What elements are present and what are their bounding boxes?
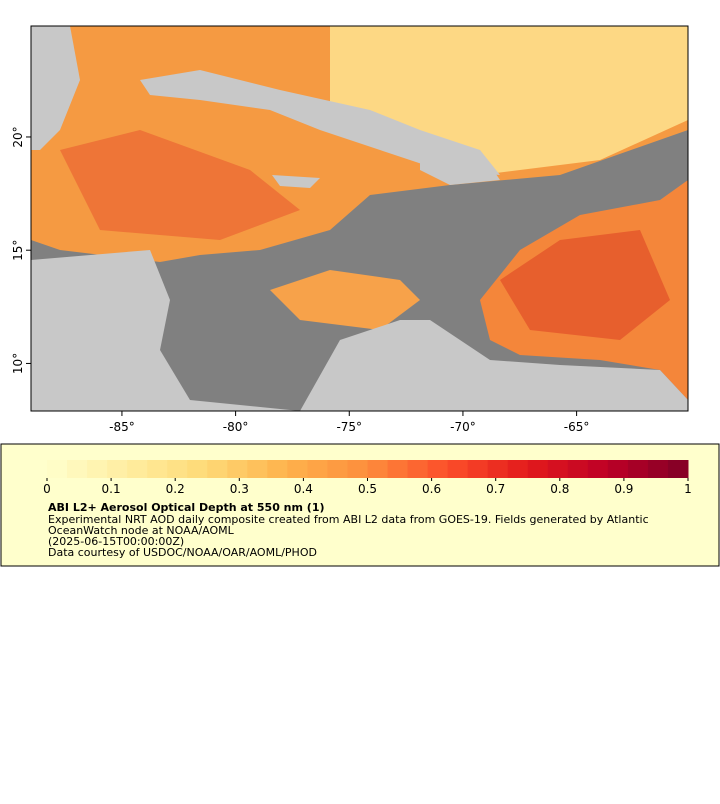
colorbar-tick-label: 0.9 xyxy=(614,482,633,496)
colorbar-segment xyxy=(407,460,429,478)
land xyxy=(420,145,500,185)
colorbar-segment xyxy=(387,460,409,478)
colorbar-segment xyxy=(67,460,88,478)
aod-area xyxy=(480,180,688,400)
colorbar-segment xyxy=(327,460,348,478)
legend-credit: Data courtesy of USDOC/NOAA/OAR/AOML/PHO… xyxy=(48,546,317,559)
x-tick-label: -80° xyxy=(223,420,249,434)
colorbar-tick-label: 1 xyxy=(684,482,692,496)
colorbar: 0 0.1 0.2 0.3 0.4 0.5 0.6 0.7 0.8 0.9 1 xyxy=(43,460,692,496)
colorbar-segment xyxy=(567,460,589,478)
legend-title: ABI L2+ Aerosol Optical Depth at 550 nm … xyxy=(48,501,325,514)
colorbar-segment xyxy=(47,460,68,478)
aod-area xyxy=(500,230,670,340)
colorbar-segment xyxy=(447,460,469,478)
colorbar-segment xyxy=(207,460,228,478)
land xyxy=(140,70,500,175)
colorbar-tick-label: 0.4 xyxy=(294,482,313,496)
y-tick-label: 10° xyxy=(11,353,25,374)
land xyxy=(31,250,300,411)
map xyxy=(31,26,688,411)
x-tick-label: -70° xyxy=(450,420,476,434)
colorbar-tick-label: 0.5 xyxy=(358,482,377,496)
colorbar-segment xyxy=(87,460,108,478)
colorbar-segment xyxy=(307,460,328,478)
colorbar-segment xyxy=(627,460,649,478)
colorbar-segment xyxy=(107,460,128,478)
colorbar-tick-label: 0 xyxy=(43,482,51,496)
colorbar-segment xyxy=(487,460,509,478)
colorbar-segment xyxy=(227,460,248,478)
y-tick-label: 20° xyxy=(11,126,25,147)
colorbar-segment xyxy=(527,460,549,478)
colorbar-segment xyxy=(427,460,449,478)
colorbar-tick-label: 0.8 xyxy=(550,482,569,496)
aod-area xyxy=(270,270,420,330)
colorbar-segment xyxy=(507,460,529,478)
map-frame xyxy=(30,25,689,412)
y-tick-label: 15° xyxy=(11,240,25,261)
colorbar-segment xyxy=(647,460,669,478)
colorbar-segment xyxy=(127,460,148,478)
colorbar-segment xyxy=(367,460,389,478)
colorbar-segment xyxy=(607,460,629,478)
x-tick-label: -75° xyxy=(336,420,362,434)
legend-description: Experimental NRT AOD daily composite cre… xyxy=(48,513,649,526)
land xyxy=(272,175,320,188)
colorbar-tick-label: 0.2 xyxy=(166,482,185,496)
colorbar-segment xyxy=(167,460,188,478)
legend-date: (2025-06-15T00:00:00Z) xyxy=(48,535,184,548)
colorbar-tick-label: 0.1 xyxy=(102,482,121,496)
colorbar-segment xyxy=(247,460,268,478)
colorbar-tick-label: 0.6 xyxy=(422,482,441,496)
colorbar-segment xyxy=(187,460,208,478)
colorbar-segment xyxy=(147,460,168,478)
legend-description: OceanWatch node at NOAA/AOML xyxy=(48,524,235,537)
x-tick-label: -85° xyxy=(109,420,135,434)
colorbar-segment xyxy=(587,460,609,478)
colorbar-segment xyxy=(467,460,489,478)
colorbar-segment xyxy=(547,460,569,478)
colorbar-tick-label: 0.7 xyxy=(486,482,505,496)
colorbar-segment xyxy=(287,460,308,478)
axes: -85° -80° -75° -70° -65° 10° 15° 20° xyxy=(11,126,589,434)
land xyxy=(31,26,80,150)
colorbar-segment xyxy=(347,460,368,478)
land xyxy=(300,320,688,411)
x-tick-label: -65° xyxy=(564,420,590,434)
colorbar-segment xyxy=(667,460,689,478)
colorbar-tick-label: 0.3 xyxy=(230,482,249,496)
colorbar-segment xyxy=(267,460,288,478)
aod-area xyxy=(60,130,300,240)
